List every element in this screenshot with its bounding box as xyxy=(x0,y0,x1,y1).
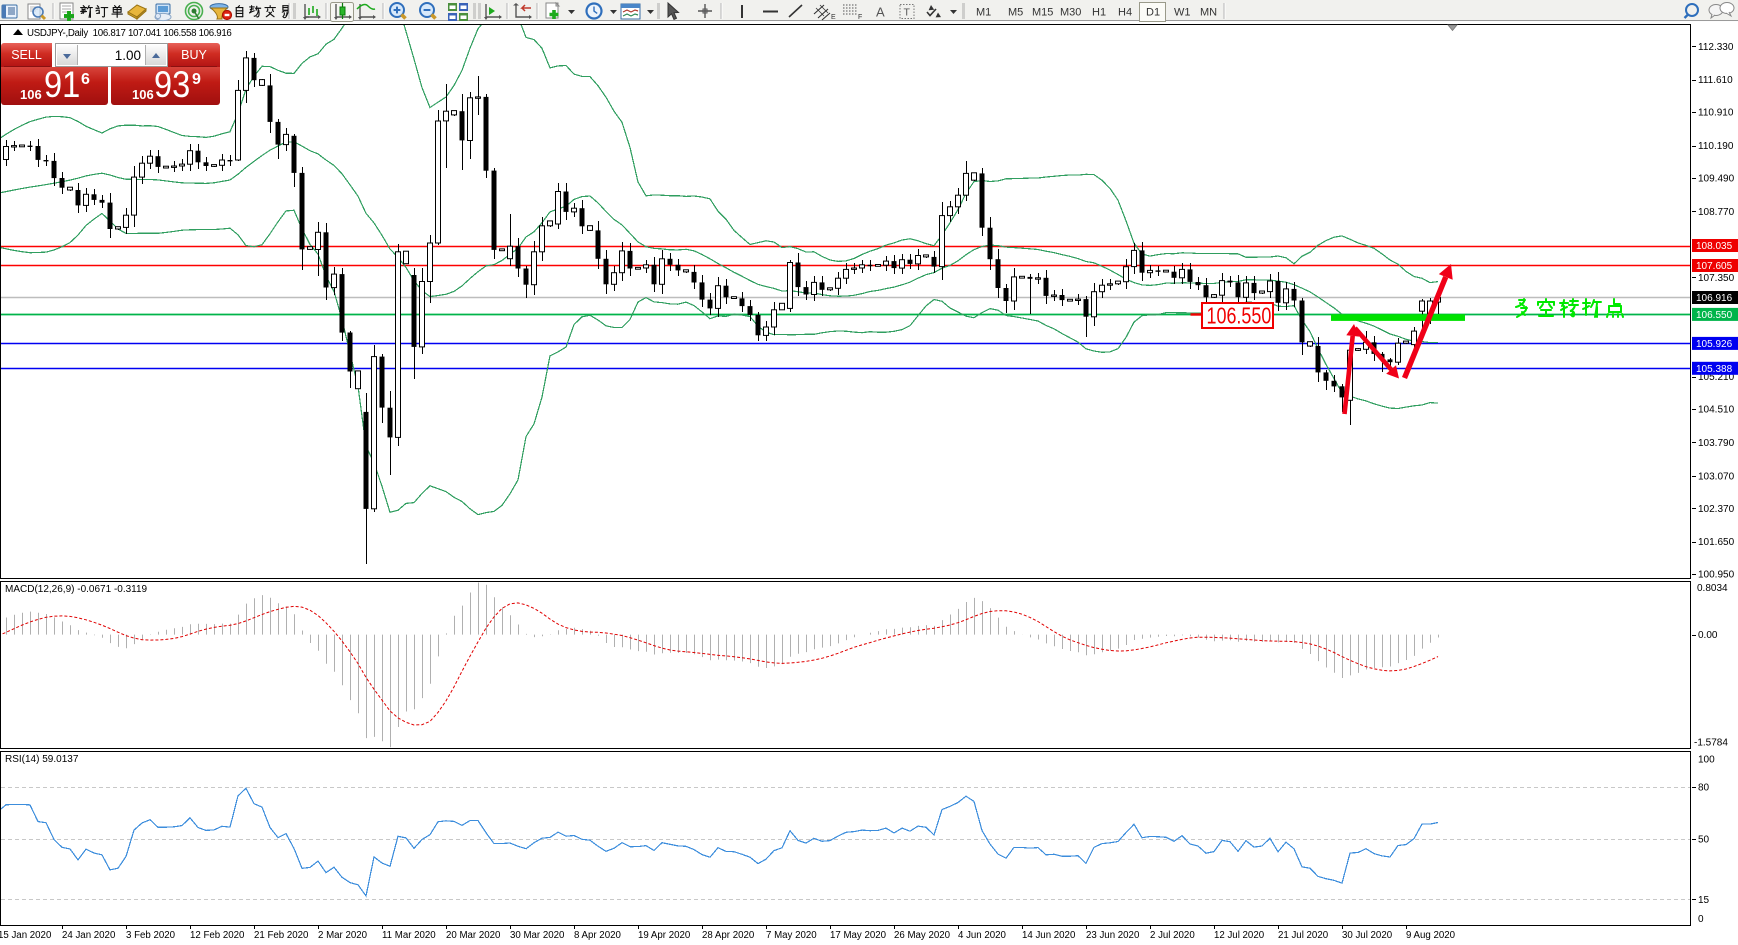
svg-text:19 Apr 2020: 19 Apr 2020 xyxy=(638,930,691,941)
svg-text:USDJPY-,Daily 106.817 107.041: USDJPY-,Daily 106.817 107.041 106.558 10… xyxy=(27,28,232,39)
svg-text:80: 80 xyxy=(1698,782,1710,793)
svg-text:2 Jul 2020: 2 Jul 2020 xyxy=(1150,930,1195,941)
svg-text:103.070: 103.070 xyxy=(1698,471,1735,482)
svg-text:M30: M30 xyxy=(1060,7,1081,19)
svg-text:108.770: 108.770 xyxy=(1698,207,1735,218)
svg-text:12 Jul 2020: 12 Jul 2020 xyxy=(1214,930,1265,941)
svg-text:A: A xyxy=(876,5,885,20)
svg-text:8 Apr 2020: 8 Apr 2020 xyxy=(574,930,621,941)
svg-text:0.8034: 0.8034 xyxy=(1697,583,1728,594)
svg-text:23 Jun 2020: 23 Jun 2020 xyxy=(1086,930,1140,941)
svg-text:9 Aug 2020: 9 Aug 2020 xyxy=(1406,930,1456,941)
svg-text:30 Mar 2020: 30 Mar 2020 xyxy=(510,930,565,941)
svg-text:15: 15 xyxy=(1698,895,1710,906)
svg-text:20 Mar 2020: 20 Mar 2020 xyxy=(446,930,501,941)
svg-text:2 Mar 2020: 2 Mar 2020 xyxy=(318,930,368,941)
svg-text:104.510: 104.510 xyxy=(1698,405,1735,416)
svg-text:12 Feb 2020: 12 Feb 2020 xyxy=(190,930,245,941)
svg-text:111.610: 111.610 xyxy=(1698,75,1733,86)
svg-text:0: 0 xyxy=(1698,914,1704,925)
svg-text:100: 100 xyxy=(1698,755,1715,766)
svg-text:100.950: 100.950 xyxy=(1698,570,1735,581)
svg-text:110.910: 110.910 xyxy=(1698,108,1734,119)
svg-text:M1: M1 xyxy=(976,7,991,19)
svg-text:110.190: 110.190 xyxy=(1698,141,1734,152)
svg-text:106.550: 106.550 xyxy=(1696,310,1733,321)
svg-text:103.790: 103.790 xyxy=(1698,438,1735,449)
svg-text:24 Jan 2020: 24 Jan 2020 xyxy=(62,930,116,941)
svg-text:105.926: 105.926 xyxy=(1696,339,1733,350)
svg-text:F: F xyxy=(858,14,862,21)
svg-text:106.916: 106.916 xyxy=(1696,293,1733,304)
svg-text:MN: MN xyxy=(1200,7,1217,19)
svg-text:17 May 2020: 17 May 2020 xyxy=(830,930,887,941)
svg-text:3 Feb 2020: 3 Feb 2020 xyxy=(126,930,176,941)
svg-text:14 Jun 2020: 14 Jun 2020 xyxy=(1022,930,1076,941)
svg-text:26 May 2020: 26 May 2020 xyxy=(894,930,951,941)
svg-text:7 May 2020: 7 May 2020 xyxy=(766,930,817,941)
svg-text:0.00: 0.00 xyxy=(1698,630,1718,641)
svg-text:D1: D1 xyxy=(1146,7,1160,19)
svg-text:21 Feb 2020: 21 Feb 2020 xyxy=(254,930,309,941)
svg-text:H4: H4 xyxy=(1118,7,1132,19)
svg-text:M5: M5 xyxy=(1008,7,1023,19)
svg-text:M15: M15 xyxy=(1032,7,1053,19)
svg-text:102.370: 102.370 xyxy=(1698,504,1735,515)
svg-text:108.035: 108.035 xyxy=(1696,241,1733,252)
svg-text:W1: W1 xyxy=(1174,7,1191,19)
svg-text:109.490: 109.490 xyxy=(1698,174,1735,185)
svg-text:107.350: 107.350 xyxy=(1698,273,1735,284)
svg-text:H1: H1 xyxy=(1092,7,1106,19)
svg-text:112.330: 112.330 xyxy=(1698,42,1734,53)
svg-text:T: T xyxy=(904,7,911,19)
svg-text:4 Jun 2020: 4 Jun 2020 xyxy=(958,930,1007,941)
svg-text:101.650: 101.650 xyxy=(1698,537,1735,548)
svg-text:106.550: 106.550 xyxy=(1207,303,1272,329)
svg-text:MACD(12,26,9) -0.0671 -0.3119: MACD(12,26,9) -0.0671 -0.3119 xyxy=(5,584,148,595)
svg-text:21 Jul 2020: 21 Jul 2020 xyxy=(1278,930,1329,941)
svg-text:30 Jul 2020: 30 Jul 2020 xyxy=(1342,930,1393,941)
svg-text:105.210: 105.210 xyxy=(1698,372,1735,383)
svg-text:107.605: 107.605 xyxy=(1696,261,1733,272)
svg-text:15 Jan 2020: 15 Jan 2020 xyxy=(0,930,52,941)
svg-text:105.388: 105.388 xyxy=(1696,364,1733,375)
svg-text:11 Mar 2020: 11 Mar 2020 xyxy=(382,930,436,941)
svg-text:28 Apr 2020: 28 Apr 2020 xyxy=(702,930,755,941)
svg-text:-1.5784: -1.5784 xyxy=(1694,738,1728,749)
svg-text:50: 50 xyxy=(1698,834,1710,845)
svg-text:RSI(14) 59.0137: RSI(14) 59.0137 xyxy=(5,754,79,765)
svg-text:E: E xyxy=(831,14,836,21)
